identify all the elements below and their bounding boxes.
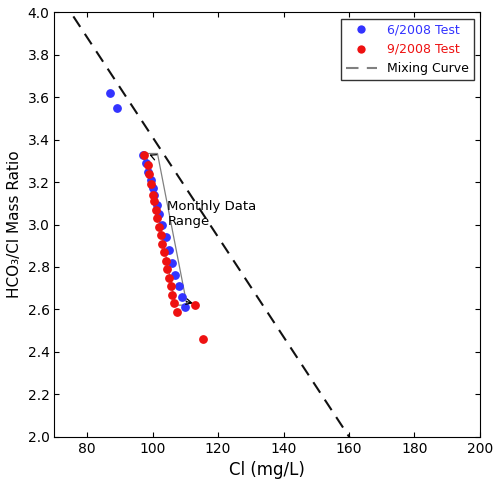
- Point: [106, 89, 114, 97]
- Point: [144, 161, 152, 169]
- Point: [112, 104, 120, 112]
- Point: [155, 210, 163, 218]
- Point: [165, 274, 173, 281]
- Point: [191, 301, 199, 309]
- Point: [155, 223, 163, 230]
- Y-axis label: HCO₃/Cl Mass Ratio: HCO₃/Cl Mass Ratio: [7, 151, 22, 298]
- Point: [173, 308, 181, 315]
- Point: [157, 231, 165, 239]
- Point: [166, 282, 174, 290]
- Point: [148, 185, 156, 192]
- Point: [178, 293, 186, 300]
- Text: Monthly Data
Range: Monthly Data Range: [168, 200, 256, 228]
- Point: [170, 299, 178, 307]
- Point: [162, 257, 170, 264]
- Point: [164, 265, 172, 273]
- Point: [154, 202, 162, 209]
- Point: [148, 191, 156, 199]
- Point: [147, 176, 155, 184]
- Point: [162, 233, 170, 241]
- Point: [182, 303, 190, 311]
- Point: [140, 151, 148, 158]
- Legend: 6/2008 Test, 9/2008 Test, Mixing Curve: 6/2008 Test, 9/2008 Test, Mixing Curve: [340, 18, 473, 80]
- Point: [152, 206, 160, 213]
- Point: [154, 214, 162, 222]
- Point: [168, 259, 176, 267]
- Point: [175, 282, 183, 290]
- Point: [142, 159, 150, 167]
- Point: [146, 170, 154, 177]
- Point: [200, 335, 207, 343]
- Point: [168, 291, 176, 298]
- X-axis label: Cl (mg/L): Cl (mg/L): [229, 461, 305, 479]
- Point: [150, 191, 158, 199]
- Point: [158, 221, 166, 228]
- Point: [144, 168, 152, 175]
- Point: [160, 248, 168, 256]
- Point: [138, 151, 146, 158]
- Point: [172, 272, 179, 279]
- Point: [158, 240, 166, 247]
- Point: [150, 197, 158, 205]
- Point: [147, 180, 155, 188]
- Point: [165, 246, 173, 254]
